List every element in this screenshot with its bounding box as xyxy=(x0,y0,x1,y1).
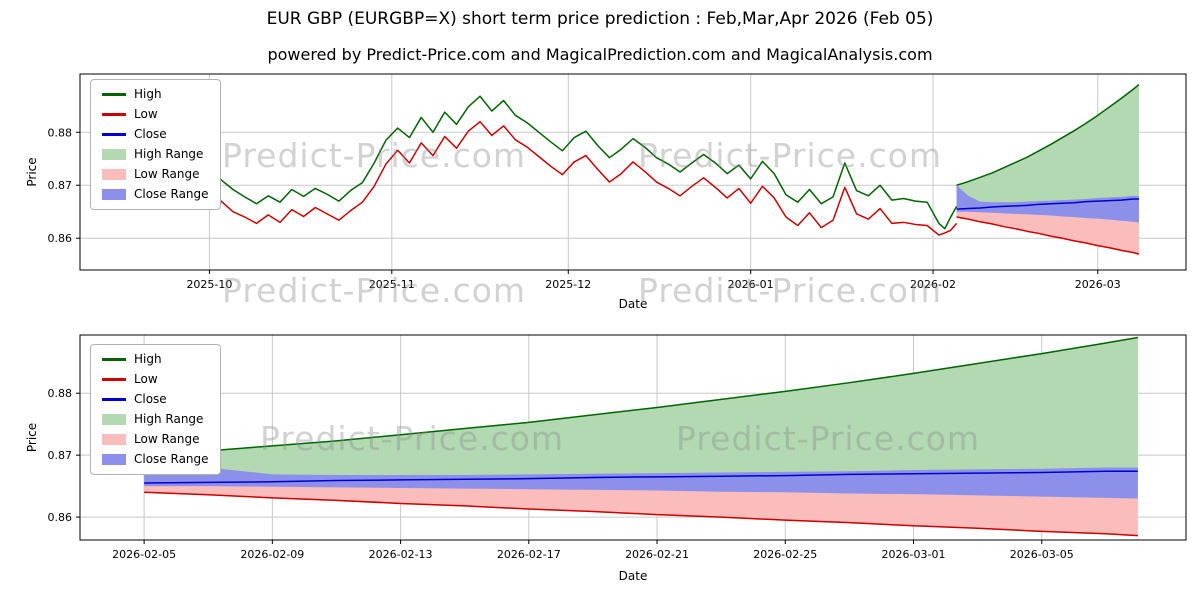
x-axis-label: Date xyxy=(619,297,648,311)
legend-item-low: Low xyxy=(102,107,209,122)
legend-line-swatch xyxy=(102,93,126,96)
legend-label: High xyxy=(134,87,162,101)
x-tick-label: 2026-02-21 xyxy=(625,548,689,561)
legend-label: High Range xyxy=(134,412,204,426)
legend-label: Low xyxy=(134,372,158,386)
bottom-chart-legend: High Low Close High Range Low Range Close Ran… xyxy=(90,344,221,475)
legend-line-swatch xyxy=(102,113,126,116)
legend-line-swatch xyxy=(102,378,126,381)
watermark-text: Predict-Price.com xyxy=(638,136,943,175)
close-line-forecast xyxy=(144,470,1138,484)
legend-label: High xyxy=(134,352,162,366)
x-tick-label: 2026-02 xyxy=(910,278,956,291)
legend-item-close: Close xyxy=(102,127,209,142)
legend-line-swatch xyxy=(102,398,126,401)
watermark-text: Predict-Price.com xyxy=(676,419,981,458)
legend-item-low-range: Low Range xyxy=(102,432,209,447)
chart-title: EUR GBP (EURGBP=X) short term price pred… xyxy=(266,9,934,29)
close-line-forecast xyxy=(956,198,1139,210)
legend-patch-swatch xyxy=(102,189,126,200)
top-chart-canvas: 0.86 0.87 0.88 2025-10 2025-11 2025-12 2026-01… xyxy=(25,73,1187,311)
legend-item-high: High xyxy=(102,87,209,102)
legend-label: Low Range xyxy=(134,167,200,181)
legend-item-low: Low xyxy=(102,372,209,387)
axes-border xyxy=(79,73,1187,271)
legend-line-swatch xyxy=(102,358,126,361)
legend-label: Low xyxy=(134,107,158,121)
x-tick-label: 2026-03 xyxy=(1075,278,1121,291)
legend-patch-swatch xyxy=(102,454,126,465)
legend-item-close-range: Close Range xyxy=(102,187,209,202)
x-tick-label: 2025-11 xyxy=(369,278,415,291)
y-tick-label: 0.88 xyxy=(48,387,73,400)
low-line-forecast xyxy=(144,491,1138,537)
low-line-historical xyxy=(161,120,958,236)
x-tick-label: 2026-03-05 xyxy=(1010,548,1074,561)
axes-border xyxy=(79,334,1187,541)
legend-item-high: High xyxy=(102,352,209,367)
watermark-text: Predict-Price.com xyxy=(222,136,527,175)
x-tick-label: 2026-01 xyxy=(728,278,774,291)
high-line-forecast xyxy=(144,336,1139,456)
x-axis-label: Date xyxy=(619,569,648,582)
watermark-text: Predict-Price.com xyxy=(222,271,527,310)
y-axis-label: Price xyxy=(25,423,39,452)
low-range-band xyxy=(956,210,1139,255)
legend-patch-swatch xyxy=(102,149,126,160)
x-tick-label: 2026-02-17 xyxy=(497,548,561,561)
legend-label: Low Range xyxy=(134,432,200,446)
high-line-forecast xyxy=(956,84,1140,186)
legend-item-close: Close xyxy=(102,392,209,407)
high-line-historical xyxy=(161,95,958,230)
chart-subtitle: powered by Predict-Price.com and Magical… xyxy=(267,45,933,64)
watermark-text: Predict-Price.com xyxy=(638,271,943,310)
legend-item-low-range: Low Range xyxy=(102,167,209,182)
legend-patch-swatch xyxy=(102,434,126,445)
low-line-forecast xyxy=(956,216,1140,255)
watermark-text: Predict-Price.com xyxy=(260,419,565,458)
legend-label: Close Range xyxy=(134,452,209,466)
bottom-chart-canvas: 0.86 0.87 0.88 2026-02-05 2026-02-09 2026-02-… xyxy=(25,334,1187,582)
x-tick-label: 2026-02-13 xyxy=(369,548,433,561)
legend-line-swatch xyxy=(102,133,126,136)
x-tick-label: 2026-02-05 xyxy=(112,548,176,561)
legend-patch-swatch xyxy=(102,169,126,180)
legend-label: Close xyxy=(134,392,167,406)
legend-label: Close Range xyxy=(134,187,209,201)
y-tick-label: 0.86 xyxy=(48,232,73,245)
x-tick-label: 2026-03-01 xyxy=(882,548,946,561)
y-axis-label: Price xyxy=(25,157,39,186)
legend-label: High Range xyxy=(134,147,204,161)
x-tick-label: 2026-02-09 xyxy=(240,548,304,561)
y-tick-label: 0.88 xyxy=(48,126,73,139)
x-tick-label: 2025-12 xyxy=(545,278,591,291)
low-range-band xyxy=(144,484,1138,536)
y-tick-label: 0.87 xyxy=(48,179,73,192)
x-tick-label: 2025-10 xyxy=(186,278,232,291)
y-tick-label: 0.86 xyxy=(48,511,73,524)
legend-patch-swatch xyxy=(102,414,126,425)
legend-label: Close xyxy=(134,127,167,141)
x-tick-label: 2026-02-25 xyxy=(753,548,817,561)
top-chart-legend: High Low Close High Range Low Range Close Ran… xyxy=(90,79,221,210)
legend-item-close-range: Close Range xyxy=(102,452,209,467)
legend-item-high-range: High Range xyxy=(102,412,209,427)
legend-item-high-range: High Range xyxy=(102,147,209,162)
y-tick-label: 0.87 xyxy=(48,449,73,462)
